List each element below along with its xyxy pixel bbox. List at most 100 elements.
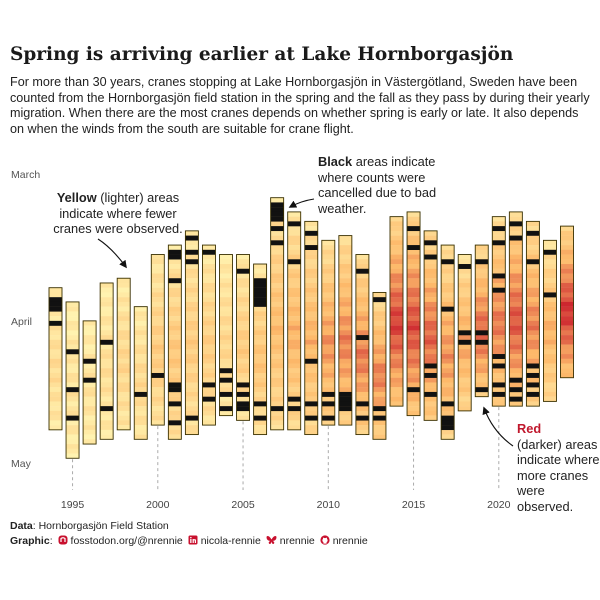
day-cell: [185, 410, 199, 416]
day-cell: [253, 387, 267, 393]
cancelled-cell: [253, 278, 267, 284]
cancelled-cell: [509, 235, 523, 241]
day-cell: [185, 245, 199, 251]
day-cell: [492, 282, 506, 288]
day-cell: [390, 382, 403, 388]
day-cell: [185, 382, 199, 388]
day-cell: [66, 391, 80, 397]
day-cell: [424, 354, 438, 359]
day-cell: [202, 358, 216, 364]
day-cell: [304, 226, 318, 232]
year-column-1994: [48, 287, 63, 431]
day-cell: [390, 368, 403, 374]
day-cell: [355, 396, 369, 402]
column-outline: [423, 230, 438, 421]
day-cell: [424, 301, 438, 307]
day-cell: [560, 254, 574, 260]
github-link[interactable]: nrennie: [332, 534, 368, 547]
day-cell: [560, 273, 574, 279]
day-cell: [151, 297, 165, 303]
x-axis: 1995 2000 2005 2010 2015 2020: [61, 499, 511, 511]
day-cell: [355, 282, 369, 288]
day-cell: [372, 311, 386, 317]
day-cell: [509, 382, 523, 388]
day-cell: [458, 335, 472, 341]
day-cell: [117, 335, 131, 341]
day-cell: [202, 301, 216, 307]
day-cell: [236, 254, 250, 260]
cancelled-cell: [304, 230, 318, 236]
day-cell: [49, 358, 62, 364]
day-cell: [407, 211, 421, 217]
day-cell: [151, 273, 165, 279]
year-column-2001: [167, 244, 182, 440]
day-cell: [424, 335, 438, 341]
day-cell: [526, 354, 540, 359]
linkedin-link[interactable]: nicola-rennie: [200, 534, 261, 547]
day-cell: [475, 344, 489, 350]
annotation-yellow: Yellow (lighter) areas indicate where fe…: [53, 190, 183, 236]
day-cell: [49, 311, 62, 317]
day-cell: [168, 282, 182, 288]
day-cell: [304, 339, 318, 345]
day-cell: [338, 249, 352, 255]
day-cell: [117, 344, 131, 350]
day-cell: [407, 344, 421, 350]
cancelled-cell: [355, 335, 369, 341]
day-cell: [117, 415, 131, 421]
day-cell: [407, 278, 421, 284]
cancelled-cell: [236, 268, 250, 274]
cancelled-cell: [202, 396, 216, 402]
day-cell: [475, 249, 489, 255]
day-cell: [49, 420, 62, 426]
day-cell: [338, 301, 352, 307]
cancelled-cell: [287, 396, 301, 402]
day-cell: [49, 368, 62, 374]
day-cell: [355, 320, 369, 326]
day-cell: [321, 325, 335, 331]
day-cell: [83, 391, 97, 397]
day-cell: [151, 282, 165, 288]
day-cell: [100, 425, 114, 431]
day-cell: [560, 292, 574, 298]
day-cell: [168, 259, 182, 265]
day-cell: [321, 382, 335, 388]
day-cell: [253, 382, 267, 388]
day-cell: [168, 292, 182, 298]
day-cell: [321, 297, 335, 303]
mastodon-link[interactable]: fosstodon.org/@nrennie: [70, 534, 183, 547]
day-cell: [202, 339, 216, 345]
day-cell: [526, 273, 540, 279]
day-cell: [304, 292, 318, 298]
day-cell: [117, 354, 131, 359]
cancelled-cell: [253, 292, 267, 298]
day-cell: [338, 278, 352, 284]
day-cell: [338, 335, 352, 341]
day-cell: [304, 349, 318, 355]
day-cell: [134, 339, 148, 345]
day-cell: [304, 330, 318, 336]
day-cell: [117, 306, 131, 312]
day-cell: [492, 235, 506, 241]
bluesky-link[interactable]: nrennie: [279, 534, 315, 547]
year-column-2009: [304, 220, 319, 436]
day-cell: [509, 311, 523, 317]
day-cell: [304, 335, 318, 341]
day-cell: [543, 287, 557, 293]
day-cell: [83, 325, 97, 331]
year-column-2018: [457, 254, 472, 412]
day-cell: [407, 368, 421, 374]
day-cell: [287, 377, 301, 383]
cancelled-cell: [100, 339, 114, 345]
day-cell: [390, 240, 403, 246]
day-cell: [219, 268, 233, 274]
day-cell: [168, 245, 182, 251]
day-cell: [407, 406, 421, 412]
day-cell: [236, 259, 250, 265]
day-cell: [509, 249, 523, 255]
day-cell: [321, 249, 335, 255]
day-cell: [202, 401, 216, 407]
day-cell: [526, 292, 540, 298]
day-cell: [475, 268, 489, 274]
day-cell: [509, 330, 523, 336]
